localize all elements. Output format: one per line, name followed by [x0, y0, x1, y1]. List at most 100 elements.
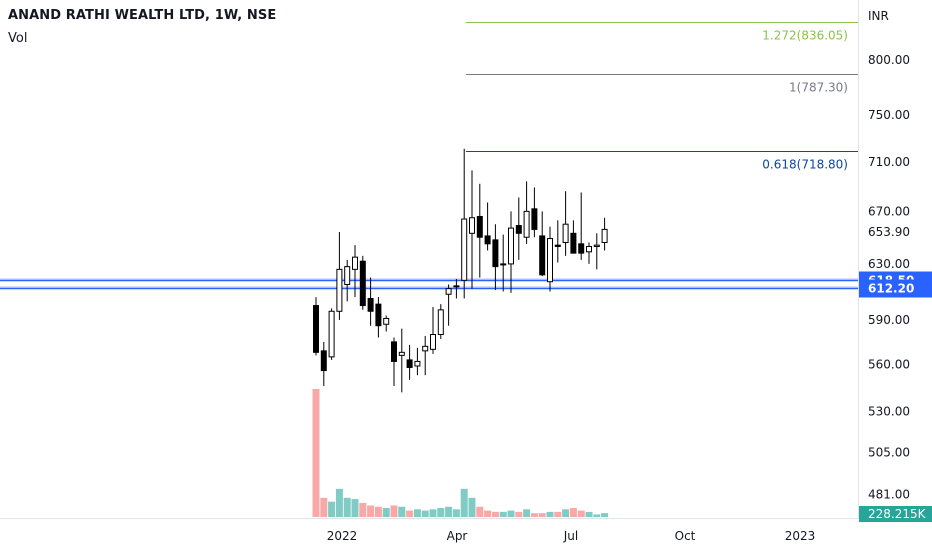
volume-bar: [601, 513, 609, 517]
chart-title: ANAND RATHI WEALTH LTD, 1W, NSE: [8, 8, 277, 23]
time-tick-label: 2022: [327, 529, 358, 543]
time-tick-label: 2023: [785, 529, 816, 543]
volume-bar: [546, 511, 554, 517]
candle-body: [375, 303, 382, 327]
volume-bar: [343, 497, 351, 517]
candle-body: [406, 359, 413, 369]
volume-bar: [523, 509, 531, 517]
candle-body: [593, 244, 600, 247]
volume-bar: [468, 497, 476, 517]
candle-body: [492, 239, 499, 268]
candle-body: [344, 266, 351, 285]
fib-extension[interactable]: 1.272(836.05) 1(787.30) 0.618(718.80): [466, 22, 858, 172]
candle-body: [515, 224, 522, 234]
volume-bar: [484, 510, 492, 517]
volume-bar: [335, 488, 343, 517]
fib-level-label: 1.272(836.05): [762, 29, 848, 43]
candle-body: [430, 333, 436, 350]
price-tick-label: 505.00: [868, 446, 910, 460]
volume-bar: [351, 499, 359, 517]
volume-badge-bg: [859, 506, 932, 522]
volume-bar: [328, 501, 336, 517]
fib-level-label: 1(787.30): [789, 81, 848, 95]
time-tick-label: Jul: [563, 529, 578, 543]
volume-bar: [569, 508, 577, 517]
volume-bar: [413, 509, 421, 517]
candle-body: [578, 243, 585, 254]
volume-bar: [320, 497, 328, 517]
volume-bar: [491, 511, 499, 517]
price-axis-currency: INR: [868, 9, 889, 23]
candle-body: [484, 235, 491, 245]
volume-bar: [445, 506, 453, 517]
volume-bar: [554, 511, 562, 517]
candle-body: [453, 285, 460, 288]
candle-body: [367, 297, 374, 312]
candle-body: [500, 263, 507, 266]
candle-body: [383, 317, 390, 325]
volume-bar: [562, 509, 570, 517]
volume-bar: [406, 510, 414, 517]
price-tick-label: 481.00: [868, 487, 910, 501]
volume-bar: [577, 510, 585, 517]
candle-body: [601, 228, 608, 244]
candle-body: [336, 268, 343, 312]
candle-body: [570, 232, 577, 254]
candle-body: [352, 256, 358, 270]
volume-bar: [530, 513, 538, 517]
volume-bar: [507, 510, 515, 517]
volume-bar: [437, 508, 445, 517]
volume-label: Vol: [8, 31, 28, 46]
candle-body: [445, 288, 452, 295]
volume-bar: [499, 511, 507, 517]
candle-body: [508, 227, 514, 265]
volume-bar: [382, 508, 390, 517]
candle-body: [359, 260, 366, 307]
candle-body: [320, 350, 327, 372]
candle-body: [562, 223, 569, 244]
volume-bar: [593, 514, 601, 517]
candle-body: [391, 341, 397, 362]
candle-body: [554, 244, 561, 247]
candle-body: [461, 218, 468, 281]
candle-body: [313, 305, 319, 353]
volume-bar: [476, 506, 484, 517]
candle-body: [539, 235, 546, 276]
candle-body: [328, 310, 335, 358]
volume-bars: [312, 389, 609, 517]
price-tick-label: 590.00: [868, 313, 910, 327]
candle-body: [414, 360, 421, 367]
price-tick-label: 530.00: [868, 404, 910, 418]
candle-body: [547, 238, 553, 283]
volume-bar: [312, 389, 320, 517]
volume-bar: [585, 511, 593, 517]
time-tick-label: Apr: [447, 529, 468, 543]
horizontal-lines[interactable]: 618.50612.20: [0, 271, 932, 298]
volume-bar: [538, 513, 546, 517]
volume-bar: [374, 506, 382, 517]
volume-bar: [359, 502, 367, 517]
candle-body: [476, 215, 483, 238]
volume-bar: [421, 510, 429, 517]
support-badge-label: 612.20: [868, 282, 914, 296]
price-tick-label: 653.90: [868, 225, 910, 239]
volume-bar: [429, 509, 437, 517]
candle-body: [523, 210, 530, 238]
candle-body: [586, 245, 592, 253]
candle-body: [469, 217, 475, 234]
support-badge-bg: [859, 279, 932, 298]
volume-bar: [398, 506, 406, 517]
candle-body: [531, 208, 538, 230]
fib-level-label: 0.618(718.80): [762, 158, 848, 172]
candle-body: [437, 309, 444, 335]
volume-bar: [367, 505, 375, 517]
volume-bar: [515, 511, 523, 517]
volume-badge: 228.215K: [868, 507, 927, 521]
candle-body: [422, 345, 429, 352]
price-tick-label: 670.00: [868, 204, 910, 218]
volume-bar: [460, 488, 468, 517]
candlesticks: [313, 148, 608, 393]
price-tick-label: 710.00: [868, 155, 910, 169]
